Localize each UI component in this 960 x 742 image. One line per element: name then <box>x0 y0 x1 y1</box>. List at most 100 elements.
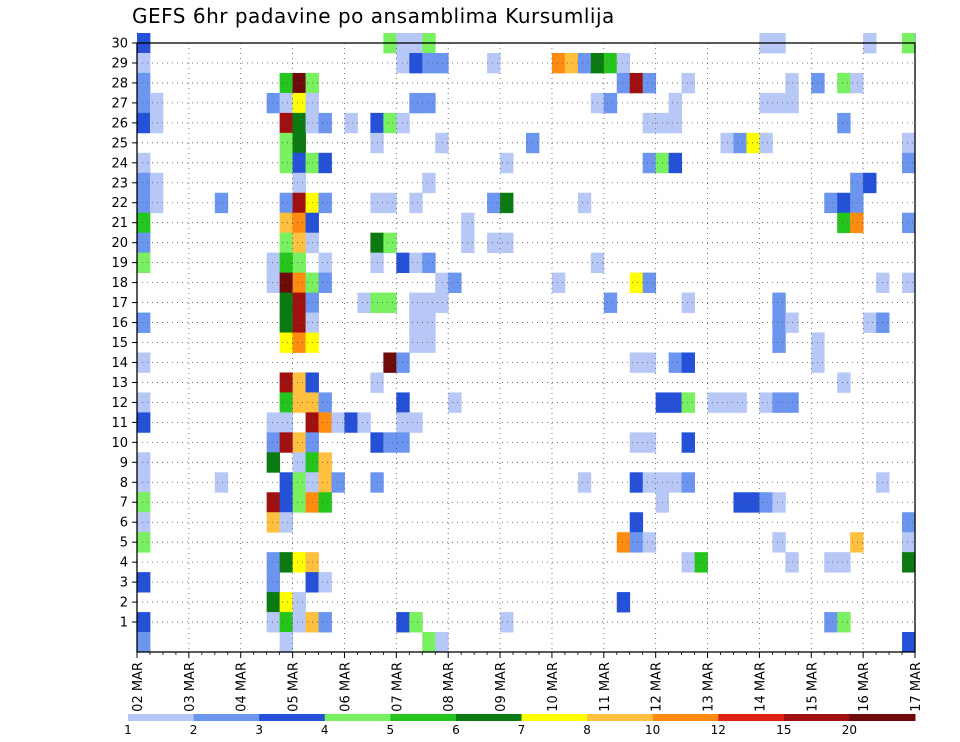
heatmap-cell <box>279 332 293 353</box>
heatmap-cell <box>279 292 293 313</box>
y-tick-label: 10 <box>111 436 128 451</box>
heatmap-cell <box>642 72 657 94</box>
heatmap-cell <box>902 132 916 154</box>
heatmap-cell <box>629 512 644 533</box>
heatmap-cell <box>902 152 916 174</box>
heatmap-cell <box>149 92 164 114</box>
heatmap-cell <box>681 472 695 493</box>
heatmap-cell <box>137 612 151 633</box>
heatmap-cell <box>837 72 851 94</box>
heatmap-cell <box>733 392 747 413</box>
heatmap-cell <box>292 92 306 114</box>
x-tick-label: 16 MAR <box>857 662 872 712</box>
heatmap-cell <box>759 392 773 413</box>
heatmap-cell <box>642 532 657 553</box>
heatmap-cell <box>902 212 916 234</box>
y-tick-label: 2 <box>120 596 128 611</box>
heatmap-cell <box>448 392 462 413</box>
x-tick-label: 08 MAR <box>442 662 457 712</box>
heatmap-cell <box>422 632 436 653</box>
heatmap-cell <box>279 112 293 134</box>
heatmap-cell <box>292 192 306 214</box>
heatmap-cell <box>279 592 293 613</box>
colorbar-label: 20 <box>842 723 857 737</box>
heatmap-cell <box>616 72 631 94</box>
heatmap-cell <box>694 552 708 573</box>
heatmap-cell <box>318 412 332 433</box>
heatmap-cell <box>292 132 306 154</box>
heatmap-cell <box>396 412 410 433</box>
heatmap-cell <box>902 532 916 553</box>
heatmap-cell <box>137 312 151 333</box>
heatmap-cell <box>279 472 293 493</box>
heatmap-cell <box>448 272 462 293</box>
heatmap-cell <box>668 392 682 413</box>
heatmap-cell <box>292 252 306 274</box>
x-tick-label: 09 MAR <box>494 662 509 712</box>
heatmap-cell <box>642 352 657 373</box>
heatmap-cell <box>149 112 164 134</box>
colorbar-segment <box>128 714 195 721</box>
heatmap-cell <box>409 292 423 313</box>
colorbar-label: 5 <box>387 723 395 737</box>
heatmap-cell <box>409 412 423 433</box>
heatmap-cell <box>435 632 449 653</box>
colorbar-label: 7 <box>518 723 526 737</box>
y-tick-label: 27 <box>111 96 128 111</box>
heatmap-cell <box>318 472 332 493</box>
heatmap-cell <box>772 292 786 313</box>
heatmap-cell <box>435 272 449 293</box>
heatmap-cell <box>266 552 281 573</box>
y-tick-label: 22 <box>111 196 128 211</box>
heatmap-cell <box>292 292 306 313</box>
colorbar-segment <box>324 714 391 721</box>
colorbar-segment <box>521 714 588 721</box>
heatmap-cell <box>279 232 293 254</box>
y-tick-label: 28 <box>111 76 128 91</box>
heatmap-cell <box>422 172 436 194</box>
heatmap-cell <box>837 112 851 134</box>
heatmap-cell <box>902 552 916 573</box>
heatmap-cell <box>318 492 332 513</box>
heatmap-cell <box>642 272 657 293</box>
heatmap-cell <box>292 72 306 94</box>
heatmap-cell <box>642 472 657 493</box>
heatmap-cell <box>500 192 514 214</box>
heatmap-cell <box>551 272 566 293</box>
y-tick-label: 21 <box>111 216 128 231</box>
y-tick-label: 17 <box>111 296 128 311</box>
heatmap-cell <box>137 412 151 433</box>
heatmap-cell <box>603 92 618 114</box>
heatmap-cell <box>577 52 592 74</box>
colorbar-label: 2 <box>190 723 198 737</box>
heatmap-cell <box>266 452 281 473</box>
heatmap-cell <box>396 252 410 274</box>
heatmap-cell <box>396 612 410 633</box>
heatmap-cell <box>266 492 281 513</box>
heatmap-cell <box>772 332 786 353</box>
heatmap-cell <box>616 532 631 553</box>
heatmap-cell <box>422 52 436 74</box>
y-tick-label: 20 <box>111 236 128 251</box>
heatmap-cell <box>837 612 851 633</box>
colorbar-segment <box>587 714 654 721</box>
heatmap-cell <box>279 392 293 413</box>
heatmap-cell <box>850 172 864 194</box>
y-tick-label: 24 <box>111 156 128 171</box>
heatmap-cell <box>137 92 151 114</box>
heatmap-cell <box>279 212 293 234</box>
heatmap-cell <box>681 292 695 313</box>
heatmap-cell <box>837 552 851 573</box>
heatmap-cell <box>772 312 786 333</box>
heatmap-cell <box>292 392 306 413</box>
colorbar-label: 6 <box>452 723 460 737</box>
colorbar-segment <box>193 714 260 721</box>
heatmap-cell <box>668 152 682 174</box>
heatmap-cell <box>279 552 293 573</box>
heatmap-cell <box>137 52 151 74</box>
heatmap-cell <box>383 432 397 453</box>
heatmap-cell <box>902 632 916 653</box>
heatmap-cell <box>746 492 760 513</box>
heatmap-cell <box>318 152 332 174</box>
